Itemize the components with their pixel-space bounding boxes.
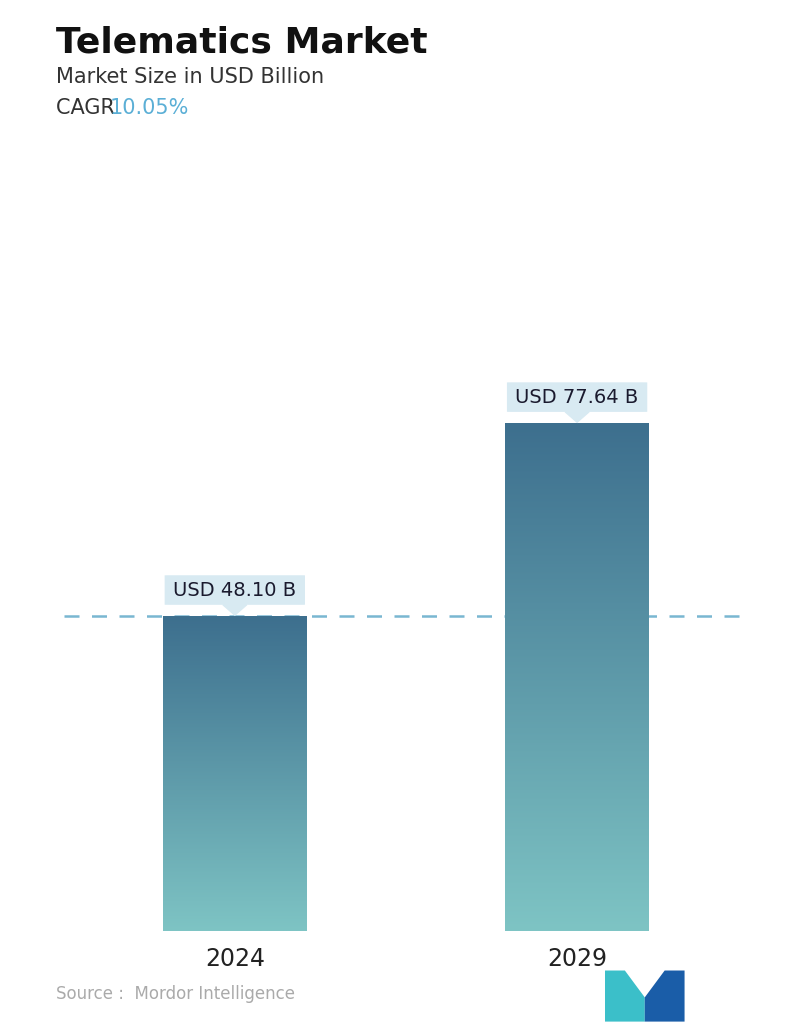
Text: CAGR: CAGR	[56, 98, 128, 118]
Polygon shape	[605, 971, 645, 1022]
Text: Market Size in USD Billion: Market Size in USD Billion	[56, 67, 324, 87]
Text: 10.05%: 10.05%	[110, 98, 189, 118]
Text: USD 48.10 B: USD 48.10 B	[174, 580, 296, 600]
Polygon shape	[645, 971, 685, 1022]
Polygon shape	[565, 412, 589, 422]
Text: USD 77.64 B: USD 77.64 B	[516, 388, 638, 406]
FancyBboxPatch shape	[165, 575, 305, 605]
Text: Telematics Market: Telematics Market	[56, 26, 427, 60]
FancyBboxPatch shape	[507, 383, 647, 412]
Polygon shape	[223, 605, 247, 615]
Text: Source :  Mordor Intelligence: Source : Mordor Intelligence	[56, 985, 295, 1003]
